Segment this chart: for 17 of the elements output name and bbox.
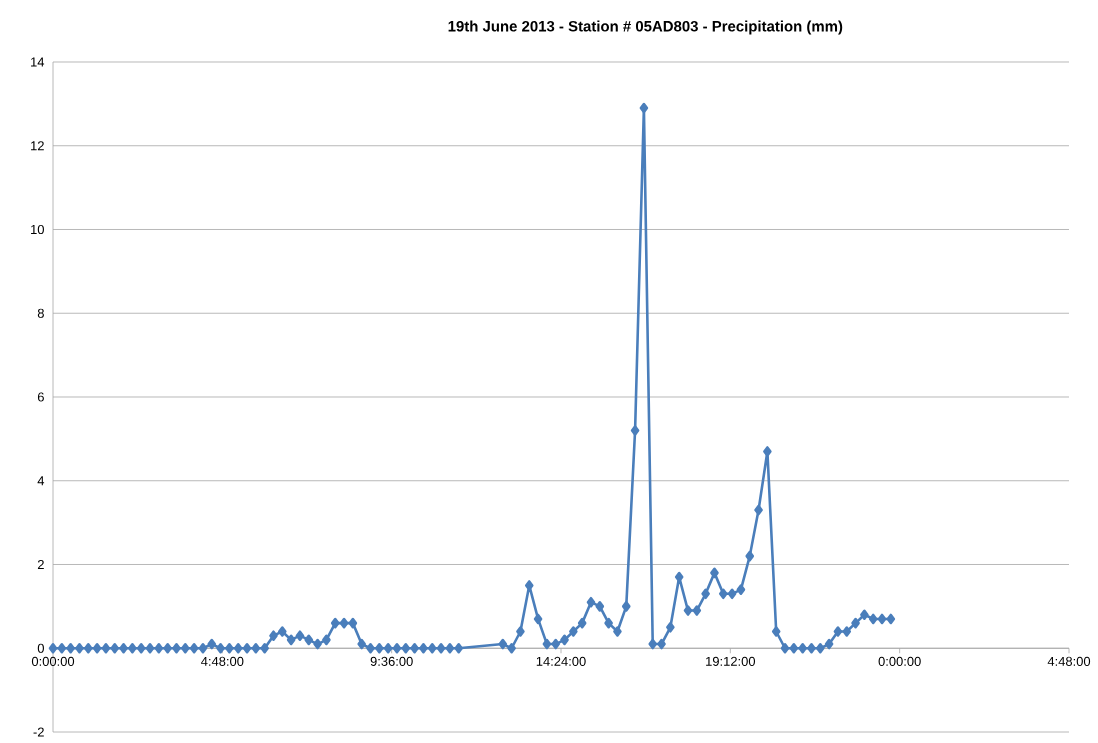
y-tick-label: 0 <box>37 643 44 653</box>
x-tick-label: 0:00:00 <box>31 656 75 666</box>
y-tick-label: 12 <box>31 141 44 151</box>
x-tick-label: 4:48:00 <box>201 656 244 666</box>
y-tick-label: 2 <box>37 559 44 570</box>
y-tick-label: 6 <box>37 392 44 402</box>
y-tick-label: 14 <box>31 57 45 67</box>
x-tick-label: 0:00:00 <box>878 656 921 666</box>
y-tick-label: -2 <box>33 727 44 737</box>
chart-title: 19th June 2013 - Station # 05AD803 - Precipitation (mm) <box>448 20 843 35</box>
x-tick-label: 19:12:00 <box>706 656 756 666</box>
x-tick-label: 9:36:00 <box>370 656 413 666</box>
y-tick-label: 10 <box>31 224 44 235</box>
x-tick-label: 4:48:00 <box>1047 656 1091 666</box>
y-tick-label: 4 <box>37 476 45 486</box>
x-tick-label: 14:24:00 <box>536 656 586 666</box>
y-tick-label: 8 <box>37 308 44 318</box>
